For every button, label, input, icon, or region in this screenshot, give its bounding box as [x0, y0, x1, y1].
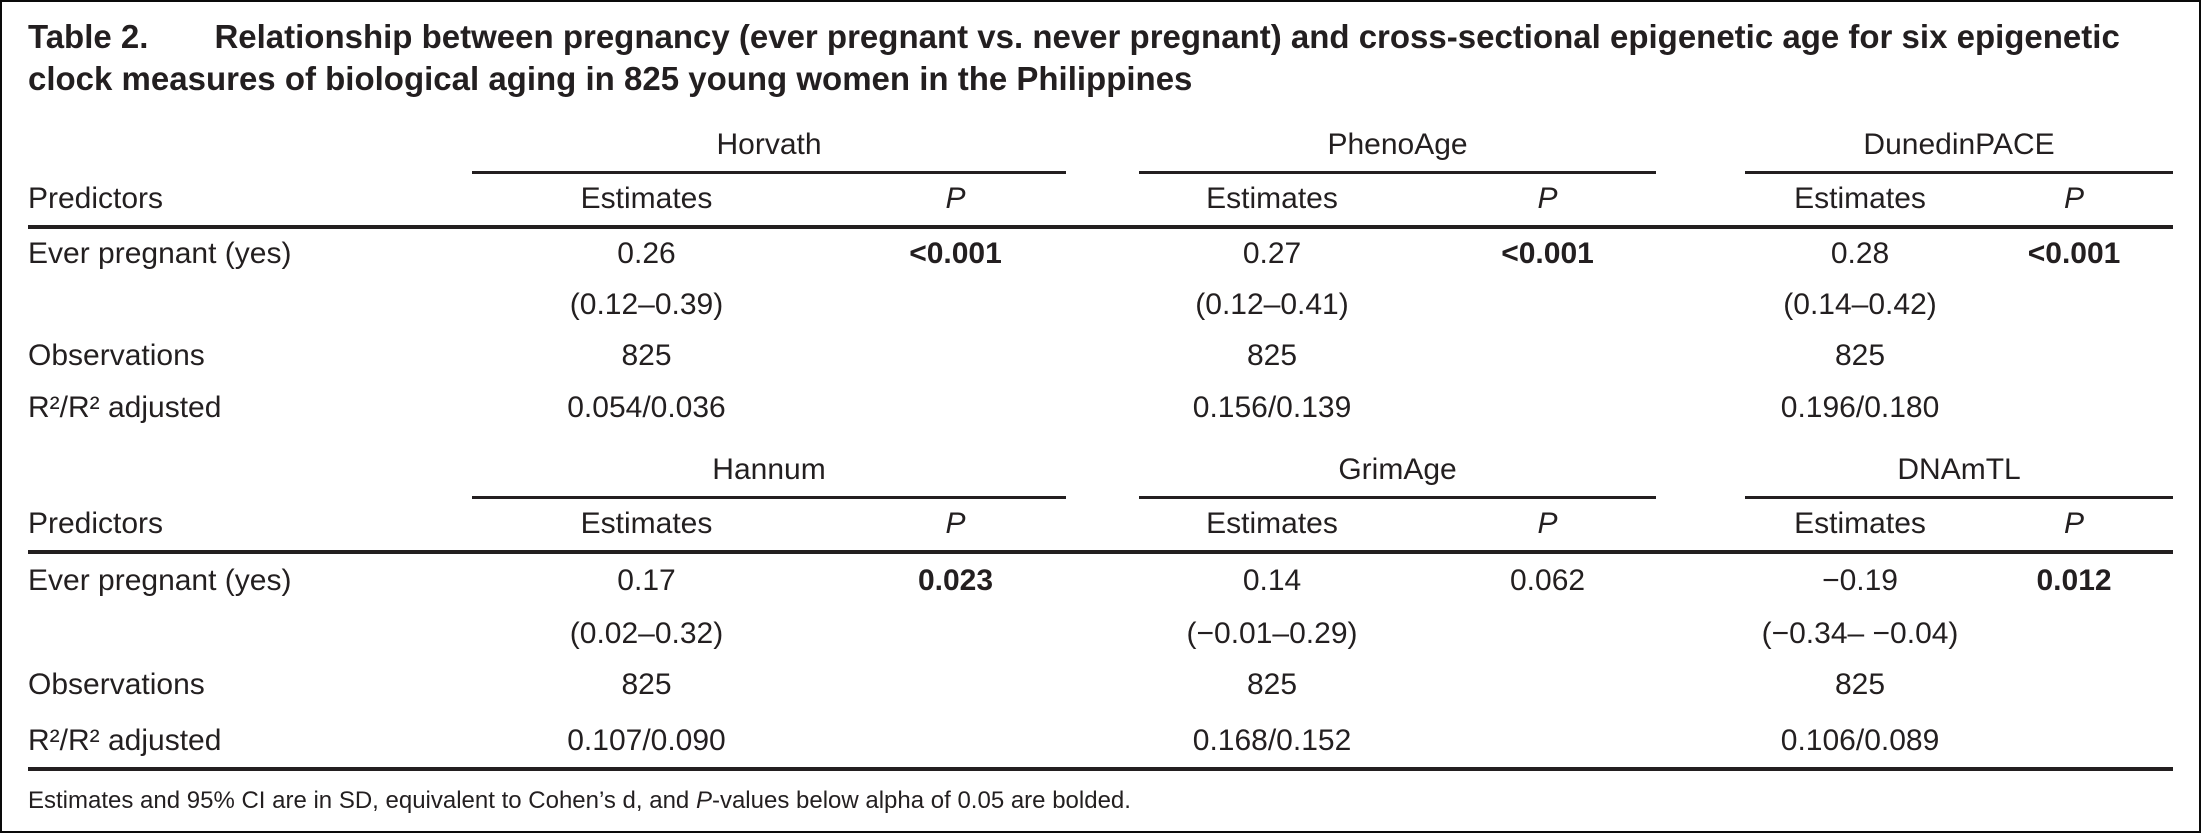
- column-header-row-1: Predictors Estimates P Estimates P Estim…: [28, 174, 2174, 229]
- p-value-grimage: 0.062: [1509, 564, 1586, 597]
- p-header-hannum: P: [821, 499, 1091, 554]
- predictors-header: Predictors: [28, 174, 472, 229]
- observations-row-1: Observations 825 825 825: [28, 331, 2173, 381]
- predictors-header-2: Predictors: [28, 499, 472, 554]
- r2-dnamtl: 0.106/0.089: [1745, 710, 1976, 771]
- estimates-header-horvath: Estimates: [472, 174, 821, 229]
- estimate-dunedinpace: 0.28: [1830, 237, 1890, 270]
- estimate-grimage: 0.14: [1242, 564, 1302, 597]
- group-cell-phenoage: PhenoAge: [1139, 104, 1690, 174]
- estimate-horvath: 0.26: [617, 237, 676, 270]
- spacer-cell: [1090, 435, 1139, 499]
- r2-phenoage: 0.156/0.139: [1192, 391, 1352, 424]
- r2-hannum: 0.107/0.090: [472, 710, 821, 771]
- ci-horvath: (0.12–0.39): [569, 288, 724, 321]
- estimates-header-phenoage: Estimates: [1139, 174, 1406, 229]
- group-header-phenoage: PhenoAge: [1139, 128, 1657, 174]
- estimates-header-dnamtl: Estimates: [1745, 499, 1976, 554]
- spacer-cell: [1690, 104, 1745, 174]
- row-label-ever-pregnant: Ever pregnant (yes): [28, 237, 292, 270]
- group-cell-horvath: Horvath: [472, 104, 1090, 174]
- observations-hannum: 825: [621, 668, 672, 701]
- group-cell-grimage: GrimAge: [1139, 435, 1690, 499]
- row-label-observations-2: Observations: [28, 668, 205, 701]
- ever-pregnant-row-1: Ever pregnant (yes) 0.26 <0.001 0.27 <0.…: [28, 227, 2173, 279]
- p-value-hannum: 0.023: [917, 564, 994, 597]
- estimate-phenoage: 0.27: [1242, 237, 1302, 270]
- spacer-cell: [1090, 174, 1140, 229]
- ci-row-1: (0.12–0.39) (0.12–0.41) (0.14–0.42): [28, 279, 2173, 331]
- estimate-hannum: 0.17: [617, 564, 676, 597]
- observations-phenoage: 825: [1246, 339, 1298, 372]
- table-caption: Relationship between pregnancy (ever pre…: [28, 18, 2120, 97]
- p-value-dnamtl: 0.012: [2036, 564, 2112, 597]
- r2-grimage: 0.168/0.152: [1139, 710, 1406, 771]
- group-header-grimage: GrimAge: [1139, 453, 1657, 499]
- ci-hannum: (0.02–0.32): [569, 617, 724, 650]
- group-cell-dnamtl: DNAmTL: [1745, 435, 2174, 499]
- spacer-cell: [1090, 499, 1140, 554]
- r2-row-1: R²/R² adjusted 0.054/0.036 0.156/0.139 0…: [28, 381, 2173, 435]
- estimates-header-hannum: Estimates: [472, 499, 821, 554]
- observations-grimage: 825: [1246, 668, 1298, 701]
- p-header-phenoage: P: [1405, 174, 1691, 229]
- table-footnote: Estimates and 95% CI are in SD, equivale…: [28, 771, 2173, 815]
- group-header-dunedinpace: DunedinPACE: [1745, 128, 2174, 174]
- group-cell-dunedinpace: DunedinPACE: [1745, 104, 2174, 174]
- ci-grimage: (−0.01–0.29): [1186, 617, 1358, 650]
- estimates-header-grimage: Estimates: [1139, 499, 1406, 554]
- p-header-dunedinpace: P: [1975, 174, 2174, 229]
- p-value-phenoage: <0.001: [1501, 237, 1594, 270]
- observations-dnamtl: 825: [1835, 668, 1886, 701]
- footnote-text-post: -values below alpha of 0.05 are bolded.: [711, 787, 1131, 814]
- r2-horvath: 0.054/0.036: [567, 391, 726, 424]
- row-label-ever-pregnant-2: Ever pregnant (yes): [28, 564, 292, 597]
- ci-phenoage: (0.12–0.41): [1195, 288, 1349, 321]
- group-header-row-1: Horvath PhenoAge DunedinPACE: [28, 104, 2174, 174]
- table-number: Table 2.: [28, 18, 149, 55]
- observations-horvath: 825: [621, 339, 672, 372]
- group-header-horvath: Horvath: [472, 128, 1067, 174]
- estimates-header-dunedinpace: Estimates: [1745, 174, 1976, 229]
- footnote-italic-p: P: [695, 787, 712, 814]
- r2-dunedinpace: 0.196/0.180: [1780, 391, 1940, 424]
- ci-dnamtl: (−0.34– −0.04): [1761, 617, 1959, 650]
- group-header-hannum: Hannum: [472, 453, 1067, 499]
- p-header-horvath: P: [821, 174, 1091, 229]
- spacer-cell: [1690, 499, 1746, 554]
- r2-row-2: R²/R² adjusted 0.107/0.090 0.168/0.152 0…: [28, 710, 2174, 771]
- observations-row-2: Observations 825 825 825: [28, 660, 2173, 710]
- footnote-text-pre: Estimates and 95% CI are in SD, equivale…: [28, 787, 696, 814]
- row-label-r2: R²/R² adjusted: [28, 391, 222, 424]
- row-label-r2-2: R²/R² adjusted: [28, 710, 472, 771]
- column-header-row-2: Predictors Estimates P Estimates P Estim…: [28, 499, 2174, 554]
- ci-row-2: (0.02–0.32) (−0.01–0.29) (−0.34– −0.04): [28, 608, 2173, 660]
- observations-dunedinpace: 825: [1835, 339, 1886, 372]
- group-header-row-2: Hannum GrimAge DNAmTL: [28, 435, 2174, 499]
- p-value-horvath: <0.001: [909, 237, 1002, 270]
- group-cell-hannum: Hannum: [472, 435, 1090, 499]
- row-label-observations: Observations: [28, 339, 205, 372]
- spacer-cell: [1090, 104, 1139, 174]
- group-header-dnamtl: DNAmTL: [1745, 453, 2174, 499]
- estimate-dnamtl: −0.19: [1822, 564, 1898, 597]
- table-title: Table 2. Relationship between pregnancy (…: [28, 16, 2158, 100]
- p-header-dnamtl: P: [1975, 499, 2174, 554]
- spacer-cell: [1690, 174, 1746, 229]
- ever-pregnant-row-2: Ever pregnant (yes) 0.17 0.023 0.14 0.06…: [28, 552, 2173, 608]
- results-table: Horvath PhenoAge DunedinPACE Predictors …: [28, 104, 2174, 771]
- spacer-cell: [1690, 435, 1745, 499]
- p-value-dunedinpace: <0.001: [2027, 237, 2121, 270]
- ci-dunedinpace: (0.14–0.42): [1783, 288, 1937, 321]
- p-header-grimage: P: [1405, 499, 1691, 554]
